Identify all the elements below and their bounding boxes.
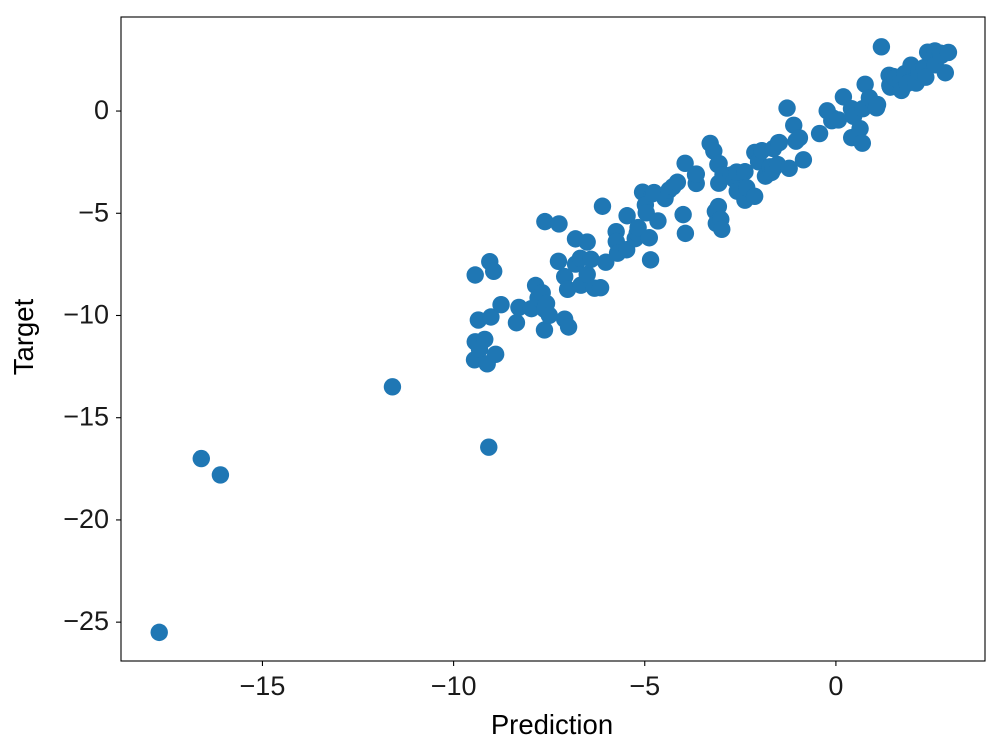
svg-text:0: 0 bbox=[828, 671, 843, 701]
svg-text:−10: −10 bbox=[431, 671, 477, 701]
svg-text:Target: Target bbox=[8, 298, 39, 375]
svg-text:−5: −5 bbox=[78, 197, 109, 227]
svg-text:−5: −5 bbox=[629, 671, 660, 701]
svg-text:−15: −15 bbox=[240, 671, 286, 701]
svg-text:−15: −15 bbox=[63, 402, 109, 432]
svg-text:−20: −20 bbox=[63, 504, 109, 534]
svg-text:−10: −10 bbox=[63, 299, 109, 329]
svg-text:0: 0 bbox=[94, 95, 109, 125]
svg-text:−25: −25 bbox=[63, 606, 109, 636]
svg-text:Prediction: Prediction bbox=[491, 709, 613, 740]
